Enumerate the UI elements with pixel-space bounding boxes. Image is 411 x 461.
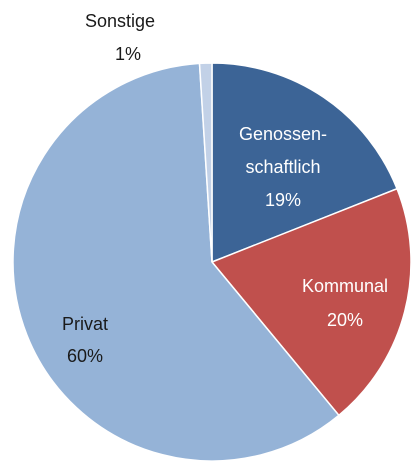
slice-value-label: 60% [67,346,103,366]
pie-slice [211,62,398,264]
pie-slice [210,187,411,417]
slice-label: schaftlich [245,157,320,177]
slice-value-label: 20% [327,310,363,330]
slice-label: Kommunal [302,276,388,296]
slice-value-label: 19% [265,190,301,210]
slice-label: Genossen- [239,124,327,144]
slice-label: Privat [62,314,108,334]
slice-value-label: 1% [115,44,141,64]
pie-slice [198,62,213,263]
slice-label: Sonstige [85,11,155,31]
pie-slice [12,62,340,461]
